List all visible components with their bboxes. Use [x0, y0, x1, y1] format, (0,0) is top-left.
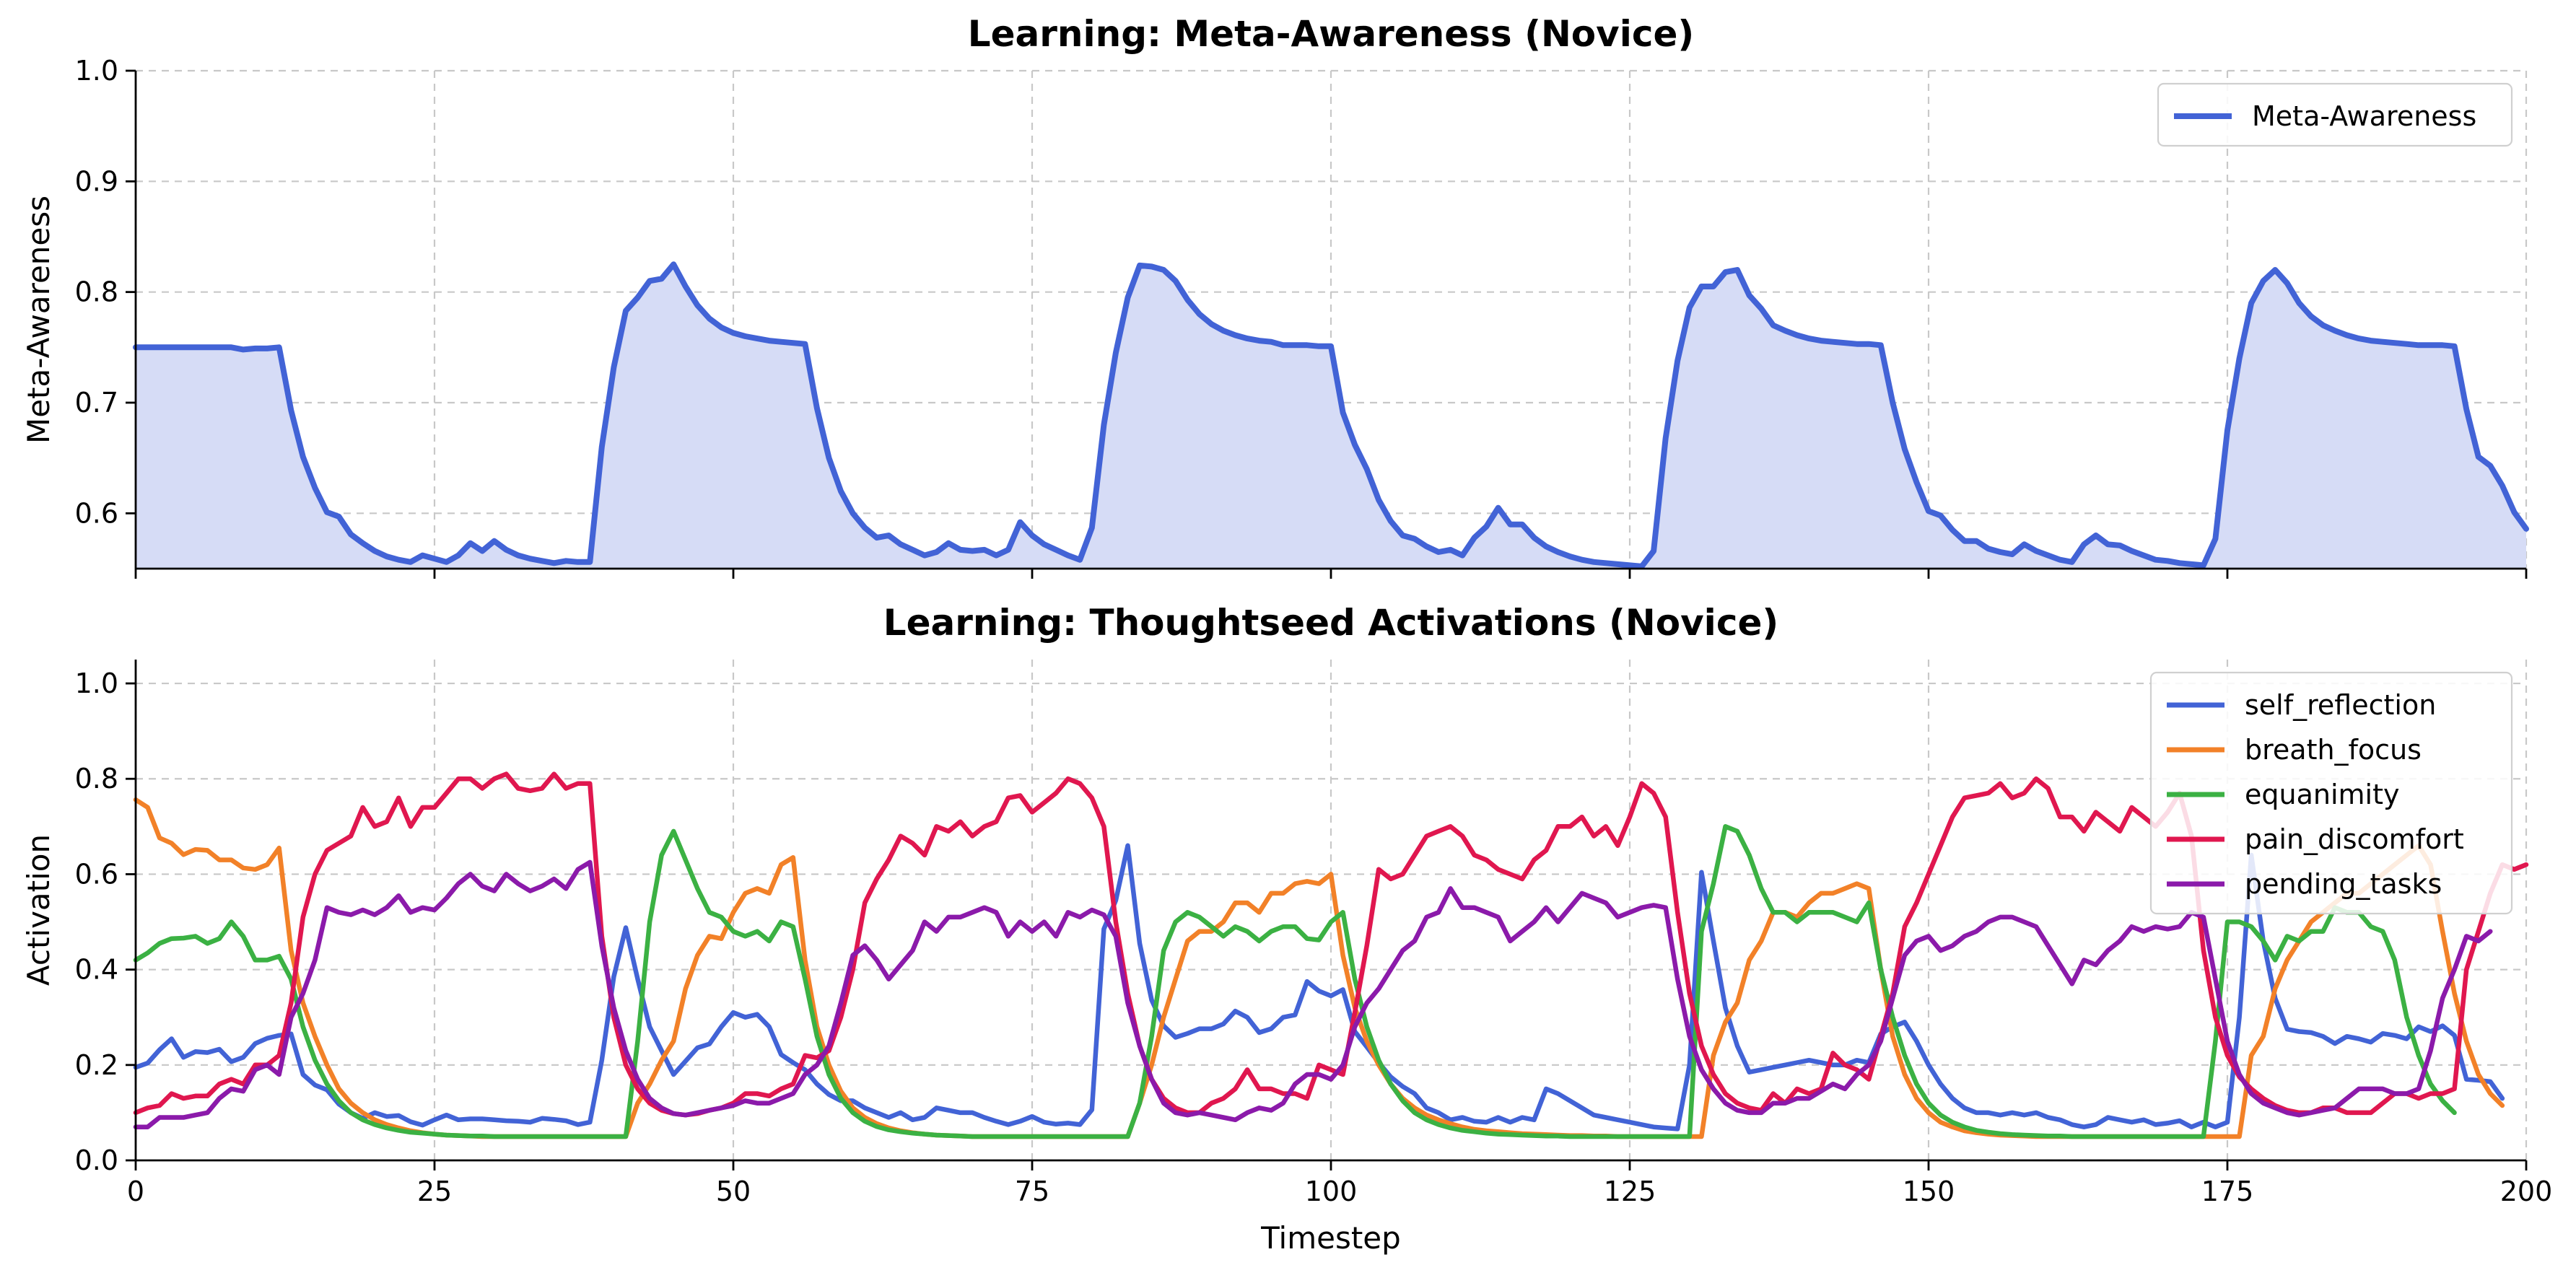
series-line-pain_discomfort	[133, 771, 2529, 1118]
y-tick-label: 0.2	[75, 1049, 118, 1081]
x-tick-label: 125	[1604, 1176, 1656, 1207]
y-tick-label: 1.0	[75, 55, 118, 87]
y-tick-label: 0.6	[75, 858, 118, 890]
x-tick-label: 150	[1903, 1176, 1955, 1207]
series-line-equanimity	[133, 824, 2457, 1139]
y-tick-label: 1.0	[75, 668, 118, 699]
x-tick-label: 100	[1305, 1176, 1358, 1207]
y-tick-label: 0.8	[75, 276, 118, 308]
x-tick-label: 175	[2201, 1176, 2254, 1207]
legend-label-equanimity: equanimity	[2245, 779, 2399, 810]
y-axis-label: Meta-Awareness	[21, 196, 56, 444]
x-tick-label: 50	[716, 1176, 751, 1207]
panel-1: 0.6 0.7 0.8 0.9 1.0 Learning: Meta-Awareness …	[21, 13, 2529, 579]
y-tick-label: 0.9	[75, 165, 118, 197]
legend-label-self_reflection: self_reflection	[2245, 689, 2436, 721]
y-tick-label: 0.7	[75, 387, 118, 419]
y-tick-label: 0.8	[75, 763, 118, 795]
series-line-pending_tasks	[133, 859, 2493, 1129]
y-tick-label: 0.4	[75, 954, 118, 986]
legend-label-pending_tasks: pending_tasks	[2245, 868, 2442, 900]
series-line-self_reflection	[133, 843, 2505, 1132]
chart-title: Learning: Meta-Awareness (Novice)	[968, 13, 1695, 55]
x-tick-label: 0	[127, 1176, 144, 1207]
series-area-meta-awareness	[136, 264, 2526, 569]
legend-label-Meta-Awareness: Meta-Awareness	[2252, 100, 2476, 132]
chart-title: Learning: Thoughtseed Activations (Novic…	[883, 602, 1778, 644]
y-axis-label: Activation	[21, 834, 56, 986]
y-tick-label: 0.6	[75, 497, 118, 529]
panel-2: 0 25 50 75 100 125 150 175 200 0.0 0.2 0.4 0.6 0.8 1.0…	[21, 602, 2552, 1256]
x-tick-label: 25	[417, 1176, 452, 1207]
x-tick-label: 200	[2500, 1176, 2553, 1207]
legend: self_reflection breath_focus equanimity pai…	[2149, 671, 2513, 915]
legend-box	[2157, 82, 2513, 147]
legend-box	[2149, 671, 2513, 915]
series-line-Meta-Awareness	[133, 261, 2529, 569]
legend-label-pain_discomfort: pain_discomfort	[2245, 823, 2464, 855]
x-tick-label: 75	[1015, 1176, 1049, 1207]
legend-label-breath_focus: breath_focus	[2245, 734, 2422, 766]
y-tick-label: 0.0	[75, 1144, 118, 1176]
legend: Meta-Awareness	[2157, 82, 2513, 147]
x-axis-label: Timestep	[1260, 1220, 1401, 1256]
